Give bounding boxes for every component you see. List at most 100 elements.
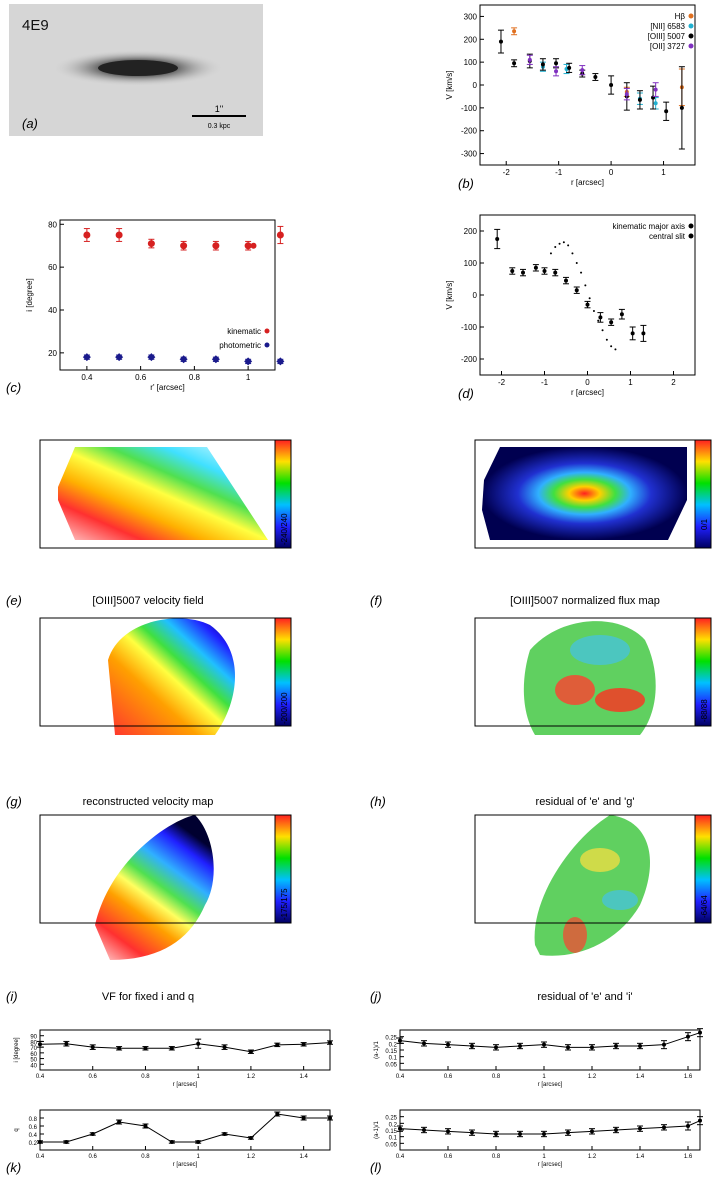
data-point-b xyxy=(679,105,684,110)
x-tick-label-n: 0.6 xyxy=(444,1154,453,1160)
panel-f-map: 0/1 xyxy=(474,439,712,549)
x-tick-label-c: 0.8 xyxy=(189,373,201,382)
y-tick-label-k: 40 xyxy=(30,1063,37,1069)
data-point-n xyxy=(446,1129,450,1134)
data-point-l xyxy=(542,1042,546,1047)
data-point-d xyxy=(592,310,595,312)
data-point-b xyxy=(567,65,572,70)
data-point-n xyxy=(518,1132,522,1136)
data-point-l xyxy=(518,1044,522,1048)
y-tick-label-k: 60 xyxy=(30,1052,37,1058)
data-point-n xyxy=(590,1129,594,1134)
data-point-d xyxy=(542,269,547,273)
y-tick-label-l: 0.05 xyxy=(385,1062,397,1068)
y-tick-label-d: 100 xyxy=(464,259,478,268)
title-f: [OIII]5007 normalized flux map xyxy=(510,595,660,607)
data-point-m xyxy=(248,1136,253,1140)
data-point-l xyxy=(698,1030,702,1035)
x-tick-label-k: 1 xyxy=(197,1074,201,1080)
data-point-d xyxy=(580,271,583,274)
series-line-l xyxy=(399,1032,701,1048)
plot-frame-n xyxy=(399,1109,701,1151)
y-tick-label-n: 0.25 xyxy=(385,1116,397,1122)
y-tick-label-d: -200 xyxy=(461,355,478,364)
y-tick-label-d: 0 xyxy=(473,291,478,300)
y-tick-label-k: 50 xyxy=(30,1058,37,1064)
colorbar-j xyxy=(694,814,712,924)
data-point-k xyxy=(222,1045,227,1050)
plot-frame-m xyxy=(39,1109,331,1151)
data-point-d xyxy=(601,329,604,332)
y-tick-label-b: -300 xyxy=(461,150,478,159)
y-axis-label-l: (a-1)/1 xyxy=(374,1041,380,1059)
data-point-m xyxy=(143,1124,148,1128)
data-point-m xyxy=(38,1140,42,1144)
data-point-l xyxy=(566,1045,570,1050)
data-point-d xyxy=(641,331,646,336)
data-point-c xyxy=(211,355,220,364)
y-axis-label-m: q xyxy=(14,1128,20,1131)
data-point-c xyxy=(115,353,124,362)
data-point-b xyxy=(554,69,559,74)
data-point-c xyxy=(83,231,91,239)
data-point-n xyxy=(494,1132,498,1136)
data-point-d xyxy=(495,237,500,241)
data-point-k xyxy=(328,1040,332,1045)
x-tick-label-l: 0.4 xyxy=(396,1074,405,1080)
legend-marker-c xyxy=(264,342,270,348)
colorbar-e-range: -240/240 xyxy=(280,513,289,545)
data-point-k xyxy=(301,1042,306,1047)
panel-a-image: 4E9 1'' 0.3 kpc xyxy=(9,4,263,136)
colorbar-g xyxy=(274,617,292,727)
x-tick-label-k: 1.2 xyxy=(247,1074,256,1080)
series-line-k xyxy=(39,1042,331,1053)
data-point-c xyxy=(147,240,155,248)
x-tick-label-n: 1.4 xyxy=(636,1154,645,1160)
data-point-d xyxy=(549,252,552,255)
x-axis-label-d: r [arcsec] xyxy=(571,388,604,397)
series-line-m xyxy=(40,1113,330,1143)
colorbar-f-range: 0/1 xyxy=(700,518,709,530)
data-point-m xyxy=(275,1112,280,1116)
data-point-l xyxy=(470,1044,474,1048)
x-tick-label-m: 1.4 xyxy=(299,1154,308,1160)
data-point-d xyxy=(558,242,561,245)
x-tick-label-b: 0 xyxy=(609,168,614,177)
y-tick-label-l: 0.15 xyxy=(385,1049,397,1055)
data-point-k xyxy=(169,1046,174,1051)
y-tick-label-c: 60 xyxy=(48,263,57,272)
y-tick-label-n: 0.2 xyxy=(389,1122,398,1128)
data-point-d xyxy=(562,241,565,244)
x-tick-label-b: -1 xyxy=(555,168,563,177)
data-point-b xyxy=(593,75,598,79)
y-tick-label-b: 200 xyxy=(464,35,478,44)
label-l: (l) xyxy=(370,1160,382,1175)
x-tick-label-n: 1 xyxy=(542,1154,546,1160)
data-point-k xyxy=(90,1045,95,1050)
data-point-d xyxy=(609,320,614,325)
data-point-k xyxy=(38,1042,42,1047)
x-tick-label-m: 0.8 xyxy=(141,1154,150,1160)
data-point-c xyxy=(212,242,220,250)
data-point-d xyxy=(567,244,570,247)
data-point-m xyxy=(169,1140,174,1144)
data-point-b xyxy=(609,83,614,87)
series-d-1: central slit xyxy=(494,228,694,342)
scale-bar-kpc: 0.3 kpc xyxy=(208,123,231,130)
data-point-d xyxy=(614,348,617,351)
chart-n: 0.4 0.6 0.8 1 1.2 1.4 1.6 0.050.10.150.20.25 r [… xyxy=(374,1109,703,1168)
data-point-d xyxy=(597,319,600,322)
label-d: (d) xyxy=(458,386,474,401)
data-point-m xyxy=(117,1120,122,1124)
y-tick-label-c: 80 xyxy=(48,220,57,229)
x-axis-label-l: r [arcsec] xyxy=(538,1082,563,1088)
data-point-l xyxy=(590,1045,594,1050)
colorbar-h xyxy=(694,617,712,727)
label-b: (b) xyxy=(458,176,474,191)
label-k: (k) xyxy=(6,1160,21,1175)
data-point-d xyxy=(610,345,613,348)
label-j: (j) xyxy=(370,989,382,1004)
y-tick-label-l: 0.25 xyxy=(385,1036,397,1042)
